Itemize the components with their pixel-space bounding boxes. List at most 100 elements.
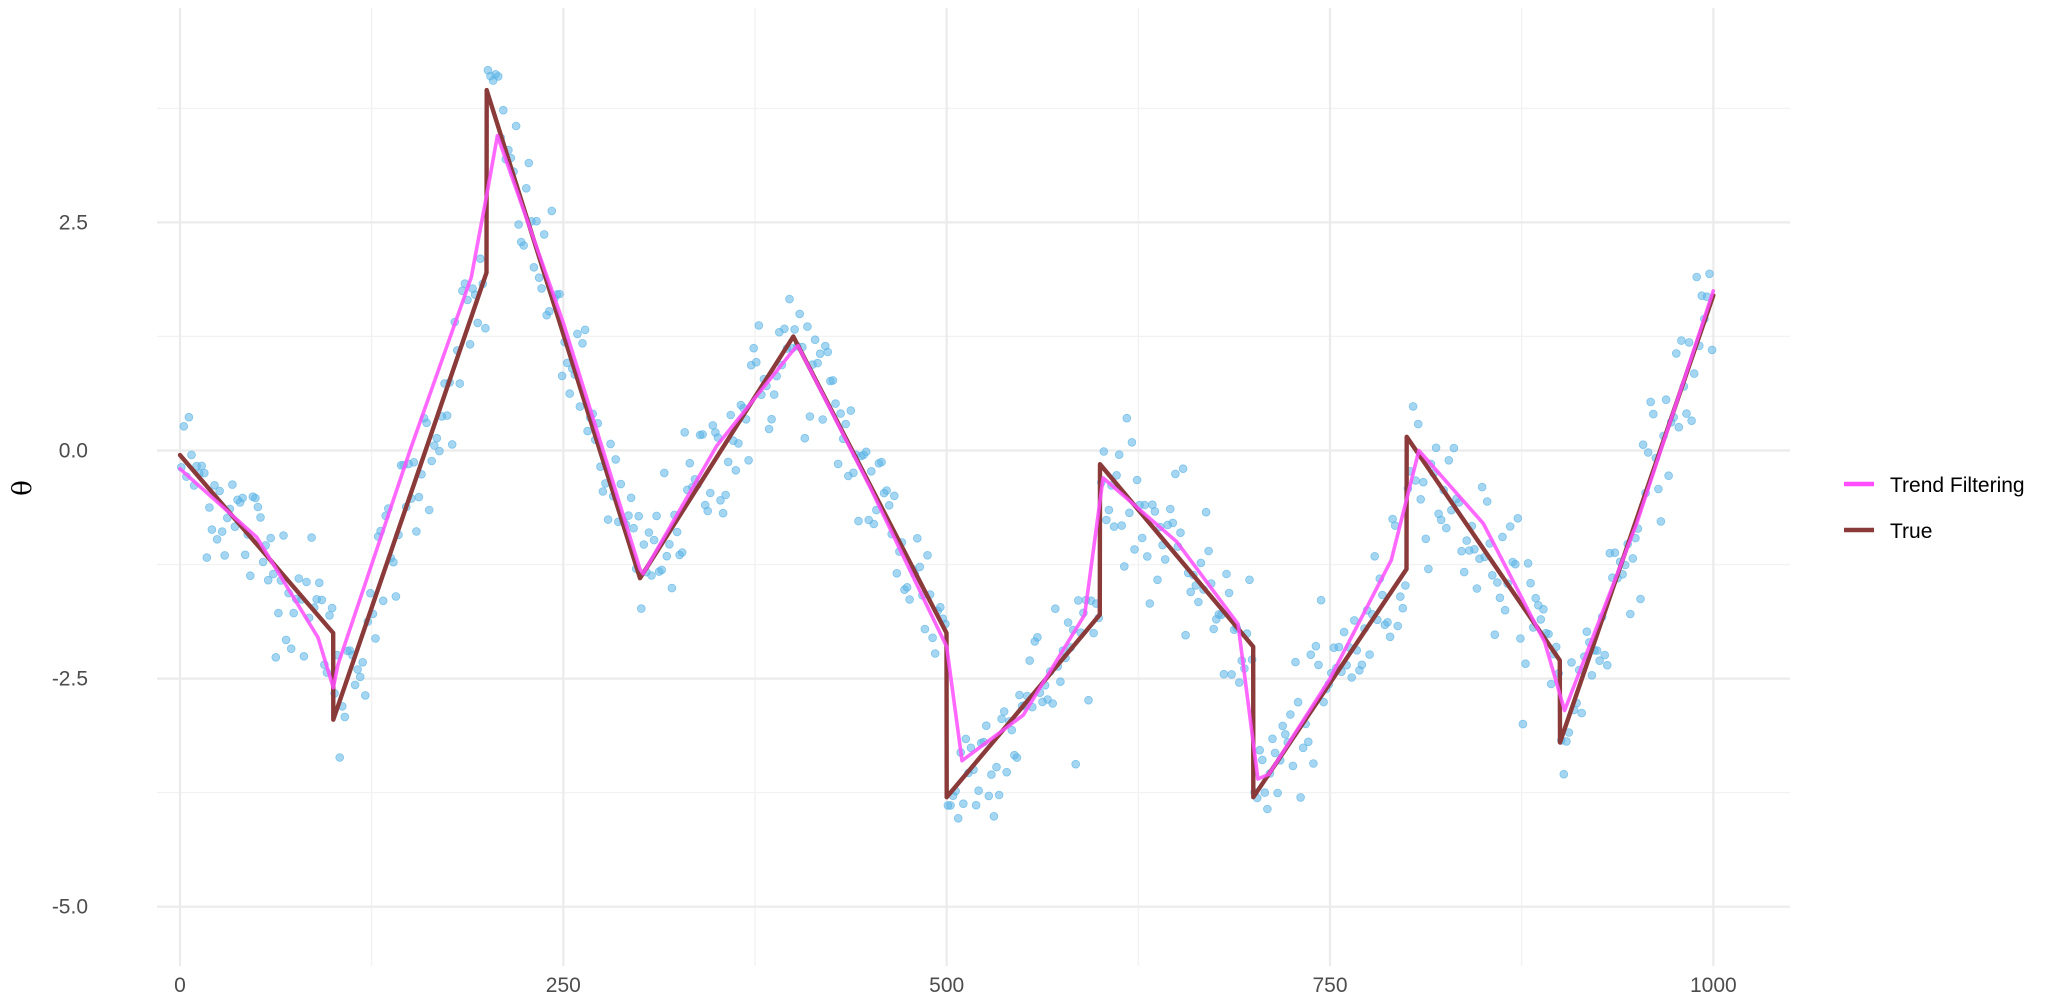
observation-point: [409, 457, 419, 467]
observation-point: [866, 466, 876, 476]
observation-point: [1293, 697, 1303, 707]
observation-point: [813, 358, 822, 368]
observation-point: [578, 338, 587, 348]
observation-point: [818, 415, 827, 424]
observation-point: [435, 446, 444, 456]
observation-point: [424, 505, 434, 515]
observation-point: [258, 557, 268, 567]
observation-point: [1424, 564, 1433, 574]
observation-point: [703, 506, 712, 516]
observation-point: [1600, 650, 1609, 660]
observation-point: [539, 230, 549, 239]
observation-point: [1567, 658, 1576, 667]
y-tick-label: -5.0: [52, 896, 88, 919]
observation-point: [1048, 699, 1057, 708]
observation-point: [524, 158, 534, 168]
observation-point: [1255, 745, 1264, 755]
observation-point: [1033, 632, 1042, 642]
observation-point: [1577, 708, 1586, 718]
observation-point: [307, 533, 316, 542]
observation-point: [1314, 660, 1323, 670]
observation-point: [1263, 804, 1272, 814]
observation-point: [598, 487, 608, 496]
observation-point: [662, 551, 672, 561]
observation-point: [314, 578, 324, 588]
observation-point: [1196, 558, 1206, 568]
observation-point: [289, 608, 299, 618]
observation-point: [1153, 575, 1162, 585]
series-line-trend-filtering: [178, 133, 1716, 781]
observation-point: [1140, 500, 1149, 510]
observation-point: [1646, 397, 1655, 407]
observation-point: [1316, 595, 1326, 605]
observation-point: [1304, 737, 1313, 747]
observation-point: [427, 456, 437, 466]
observation-point: [1258, 755, 1267, 765]
observation-point: [1582, 627, 1592, 636]
observation-point: [892, 568, 902, 578]
observation-point: [1298, 743, 1308, 753]
observation-point: [1636, 594, 1645, 604]
observation-point: [644, 528, 654, 537]
observation-point: [1339, 627, 1349, 637]
observation-point: [317, 595, 327, 605]
observation-point: [251, 493, 260, 503]
grid-major: [157, 8, 1790, 966]
observation-point: [1393, 621, 1402, 631]
observation-point: [1684, 338, 1694, 347]
observation-point: [992, 762, 1001, 772]
observation-point: [833, 459, 843, 469]
observation-point: [1306, 650, 1316, 659]
observation-point: [629, 523, 638, 533]
observation-point: [412, 527, 421, 536]
observation-point: [205, 503, 214, 512]
observation-point: [1051, 604, 1060, 613]
observation-point: [1472, 584, 1482, 593]
observation-point: [200, 468, 209, 478]
observation-point: [371, 634, 380, 643]
observation-point: [744, 455, 753, 465]
observation-point: [1194, 597, 1203, 607]
observation-point: [1505, 522, 1515, 531]
observation-point: [1071, 759, 1080, 769]
observation-point: [657, 565, 666, 575]
observation-point: [447, 440, 457, 449]
observation-point: [1401, 581, 1410, 590]
observation-point: [1186, 587, 1195, 597]
observation-point: [1536, 615, 1546, 624]
observation-point: [263, 575, 273, 585]
observation-point: [764, 424, 774, 434]
observation-point: [1273, 788, 1282, 798]
observation-point: [294, 574, 304, 583]
observation-point: [197, 461, 207, 471]
observation-point: [1682, 409, 1691, 418]
observation-point: [1160, 555, 1170, 564]
observation-point: [946, 801, 955, 810]
observation-point: [705, 488, 715, 498]
observation-point: [1419, 477, 1428, 487]
observation-point: [532, 216, 541, 226]
observation-point: [1084, 695, 1093, 705]
observation-point: [212, 534, 222, 544]
observation-point: [475, 254, 485, 264]
observation-point: [958, 799, 968, 808]
observation-point: [202, 553, 212, 562]
observation-point: [810, 335, 820, 345]
observation-point: [634, 511, 643, 521]
observation-point: [1649, 409, 1658, 419]
observation-point: [1056, 677, 1065, 686]
observation-point: [1309, 759, 1318, 768]
observation-point: [1500, 605, 1510, 615]
observation-point: [805, 412, 815, 421]
observation-point: [302, 577, 311, 587]
observation-point: [923, 550, 932, 560]
x-tick-label: 750: [1312, 974, 1347, 997]
observation-point: [1674, 422, 1684, 432]
observation-point: [1235, 678, 1244, 687]
observation-point: [647, 571, 656, 580]
observation-point: [207, 525, 217, 534]
observation-point: [1398, 603, 1408, 613]
observation-point: [928, 633, 937, 643]
x-tick-label: 500: [929, 974, 964, 997]
observation-point: [1385, 632, 1395, 642]
